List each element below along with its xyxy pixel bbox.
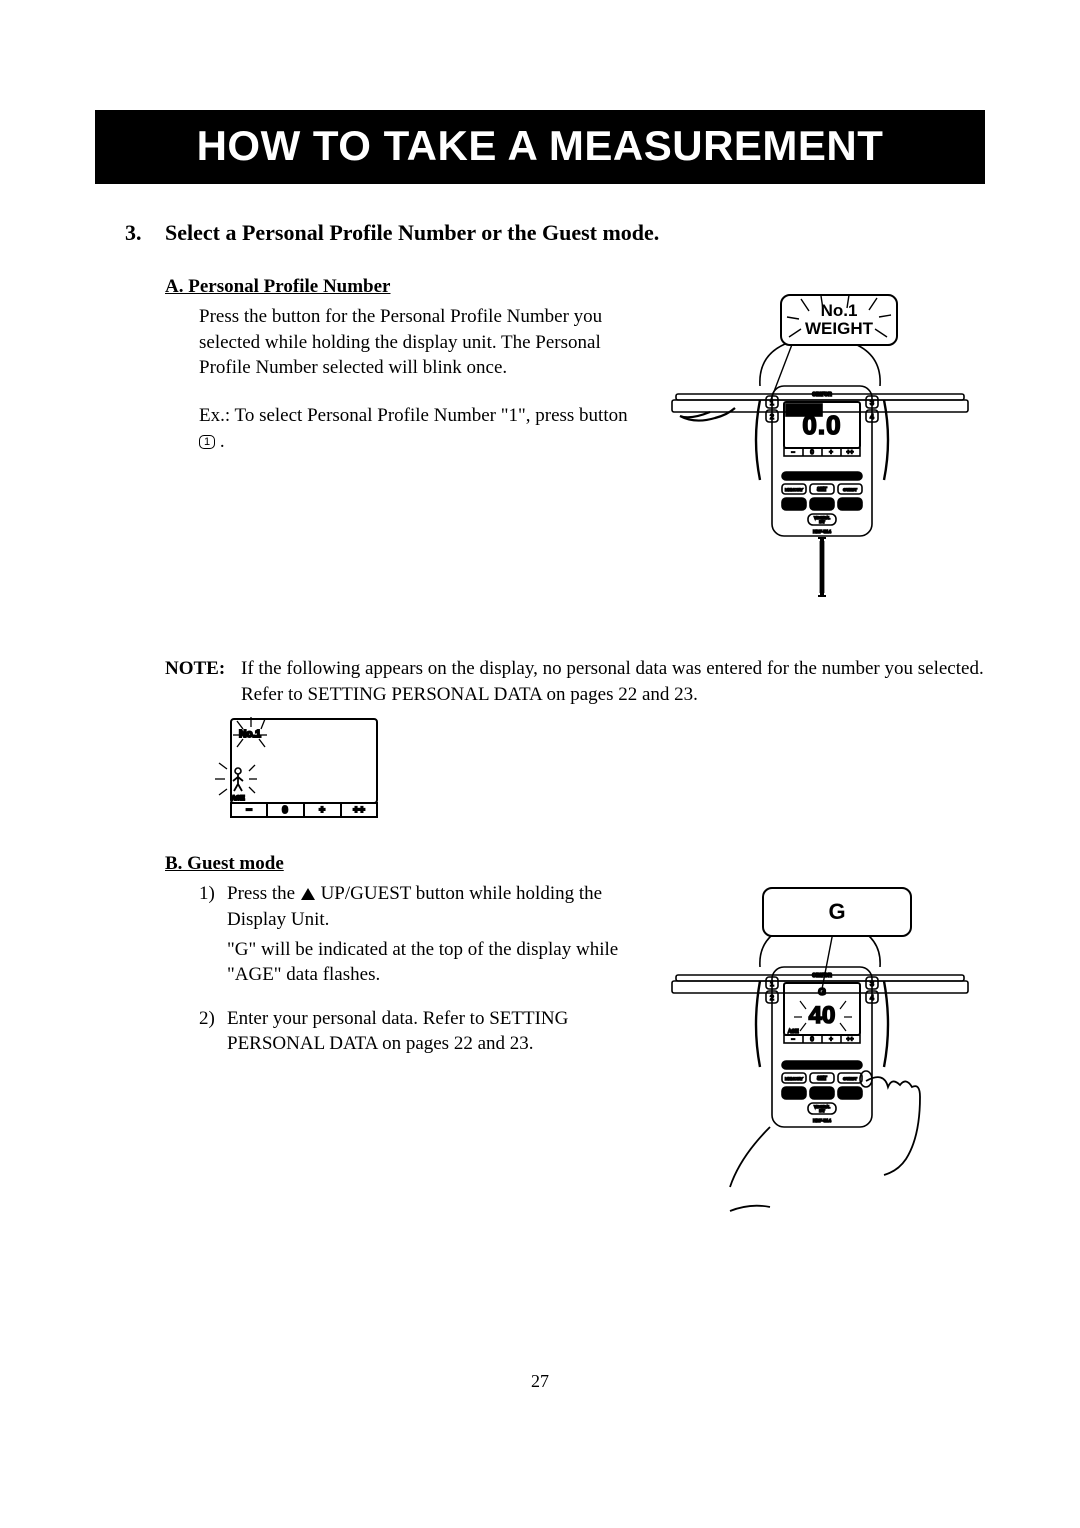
svg-text:+: + bbox=[829, 450, 833, 456]
svg-text:0: 0 bbox=[810, 450, 814, 456]
section-a-heading: A. Personal Profile Number bbox=[165, 276, 637, 298]
figure-a-callout: No.1 WEIGHT bbox=[780, 294, 898, 346]
svg-text:MUSCLE: MUSCLE bbox=[816, 1093, 829, 1097]
section-a-para1: Press the button for the Personal Profil… bbox=[199, 304, 637, 381]
svg-text:+: + bbox=[319, 805, 325, 816]
svg-text:FAT: FAT bbox=[819, 520, 825, 524]
page-title-banner: HOW TO TAKE A MEASUREMENT bbox=[95, 110, 985, 184]
section-a-para2a: Ex.: To select Personal Profile Number "… bbox=[199, 405, 628, 426]
svg-text:++: ++ bbox=[353, 805, 365, 816]
section-a-para2: Ex.: To select Personal Profile Number "… bbox=[199, 403, 637, 454]
section-b-item1-num: 1) bbox=[199, 881, 227, 988]
figure-a-callout-l2: WEIGHT bbox=[784, 320, 894, 338]
svg-text:0: 0 bbox=[810, 1037, 814, 1043]
figure-b-callout-text: G bbox=[828, 899, 845, 924]
svg-text:−: − bbox=[246, 805, 252, 816]
svg-text:My History: My History bbox=[810, 1063, 834, 1069]
svg-text:2: 2 bbox=[770, 414, 774, 421]
step-number: 3. bbox=[125, 220, 165, 246]
svg-text:HBF-514: HBF-514 bbox=[813, 529, 832, 534]
svg-text:40: 40 bbox=[809, 1002, 836, 1029]
svg-text:My History: My History bbox=[810, 474, 834, 480]
svg-text:BMI: BMI bbox=[791, 1093, 797, 1097]
figure-b-svg: 1 2 3 4 omron G 40 AGE bbox=[670, 881, 970, 1281]
svg-text:MUSCLE: MUSCLE bbox=[816, 504, 829, 508]
section-b-item2-num: 2) bbox=[199, 1006, 227, 1057]
svg-text:2: 2 bbox=[770, 995, 774, 1002]
svg-text:GUEST: GUEST bbox=[843, 1076, 857, 1081]
note-body: If the following appears on the display,… bbox=[241, 656, 984, 707]
svg-text:HBF-514: HBF-514 bbox=[813, 1118, 832, 1123]
section-b-item1: 1) Press the UP/GUEST button while holdi… bbox=[199, 881, 637, 988]
svg-text:0.0: 0.0 bbox=[802, 410, 841, 440]
svg-text:4: 4 bbox=[870, 414, 874, 421]
up-triangle-icon bbox=[301, 888, 315, 900]
note-block: NOTE: If the following appears on the di… bbox=[165, 656, 985, 707]
section-b-item2-txt: Enter your personal data. Refer to SETTI… bbox=[227, 1006, 637, 1057]
svg-text:BODY AGE: BODY AGE bbox=[842, 1093, 857, 1097]
svg-text:−: − bbox=[791, 1037, 795, 1043]
svg-text:−: − bbox=[791, 450, 795, 456]
svg-text:1: 1 bbox=[770, 981, 774, 988]
svg-text:BMI: BMI bbox=[791, 504, 797, 508]
section-b-heading: B. Guest mode bbox=[165, 853, 985, 875]
svg-text:++: ++ bbox=[846, 1037, 854, 1043]
note-label: NOTE: bbox=[165, 656, 241, 707]
step-heading: Select a Personal Profile Number or the … bbox=[165, 220, 659, 246]
profile-1-button-icon: 1 bbox=[199, 435, 215, 449]
svg-text:MEMORY: MEMORY bbox=[785, 487, 803, 492]
svg-text:FAT: FAT bbox=[819, 1109, 825, 1113]
svg-text:++: ++ bbox=[846, 450, 854, 456]
svg-text:AGE: AGE bbox=[231, 796, 244, 802]
section-b-item2: 2) Enter your personal data. Refer to SE… bbox=[199, 1006, 637, 1057]
svg-text:GUEST: GUEST bbox=[843, 487, 857, 492]
svg-text:3: 3 bbox=[870, 400, 874, 407]
svg-text:SET: SET bbox=[817, 487, 827, 493]
svg-text:omron: omron bbox=[812, 391, 832, 398]
section-a-para2b: . bbox=[215, 431, 225, 452]
step-heading-row: 3. Select a Personal Profile Number or t… bbox=[125, 220, 985, 246]
svg-text:omron: omron bbox=[812, 972, 832, 979]
svg-text:MEMORY: MEMORY bbox=[785, 1076, 803, 1081]
page-number: 27 bbox=[95, 1371, 985, 1392]
svg-text:BODY AGE: BODY AGE bbox=[842, 504, 857, 508]
svg-text:0: 0 bbox=[282, 805, 288, 816]
svg-text:AGE: AGE bbox=[788, 1029, 799, 1035]
svg-text:3: 3 bbox=[870, 981, 874, 988]
section-b-item1c: "G" will be indicated at the top of the … bbox=[227, 937, 637, 988]
svg-text:+: + bbox=[829, 1037, 833, 1043]
svg-text:No.1: No.1 bbox=[239, 729, 261, 740]
figure-a-callout-l1: No.1 bbox=[784, 302, 894, 320]
section-b-item1a: Press the bbox=[227, 883, 300, 904]
svg-text:SET: SET bbox=[817, 1076, 827, 1082]
figure-b-callout: G bbox=[762, 887, 912, 937]
figure-b-device: G 1 2 3 4 omron bbox=[670, 881, 970, 1281]
figure-a-device: No.1 WEIGHT 1 2 3 bbox=[670, 276, 970, 646]
small-display-figure: No.1 AGE − 0 + ++ bbox=[213, 713, 383, 823]
svg-text:4: 4 bbox=[870, 995, 874, 1002]
